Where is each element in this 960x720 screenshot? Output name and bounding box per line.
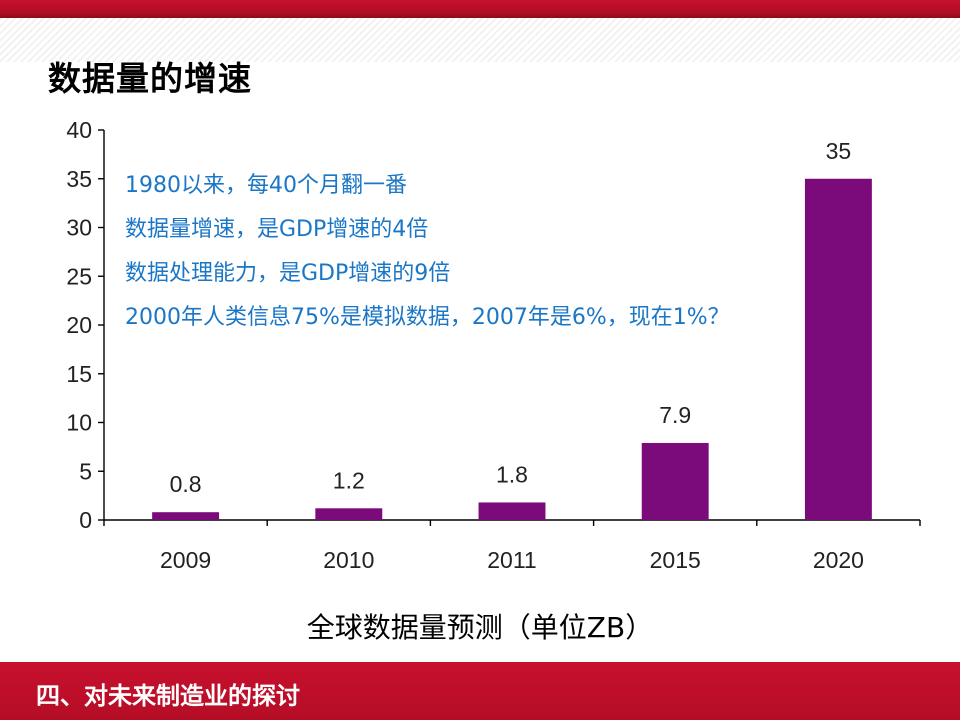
data-label: 1.2 xyxy=(333,467,365,493)
y-tick-label: 0 xyxy=(79,507,92,533)
data-label: 0.8 xyxy=(170,471,202,497)
data-label: 7.9 xyxy=(659,402,691,428)
header-band xyxy=(0,0,960,18)
bars xyxy=(152,178,872,520)
footer-band xyxy=(0,662,960,720)
annotation-line: 2000年人类信息75%是模拟数据，2007年是6%，现在1%？ xyxy=(125,305,730,330)
x-tick-label: 2020 xyxy=(813,547,864,573)
y-tick-label: 15 xyxy=(66,361,92,387)
x-tick-label: 2010 xyxy=(323,547,374,573)
slide-title: 数据量的增速 xyxy=(48,59,252,98)
y-tick-label: 40 xyxy=(66,117,92,143)
x-axis: 2009 2010 2011 2015 2020 xyxy=(103,519,921,573)
annotation-line: 1980以来，每40个月翻一番 xyxy=(125,173,407,198)
annotation-line: 数据处理能力，是GDP增速的9倍 xyxy=(125,261,451,286)
bar xyxy=(315,508,383,520)
data-label: 1.8 xyxy=(496,461,528,487)
y-tick-label: 5 xyxy=(79,458,92,484)
bar xyxy=(152,512,220,520)
annotation-line: 数据量增速，是GDP增速的4倍 xyxy=(125,217,429,242)
bar xyxy=(478,502,546,520)
bar-chart: 0 5 10 15 20 25 30 35 40 2009 2010 2011 2015 2020 0.… xyxy=(66,117,921,573)
decorative-stripes xyxy=(0,18,960,62)
x-tick-label: 2009 xyxy=(160,547,211,573)
data-label: 35 xyxy=(826,138,852,164)
data-labels: 0.8 1.2 1.8 7.9 35 xyxy=(170,138,852,497)
bar xyxy=(804,178,872,520)
bar xyxy=(641,442,709,520)
annotation-list: 1980以来，每40个月翻一番 数据量增速，是GDP增速的4倍 数据处理能力，是… xyxy=(125,164,730,340)
chart-caption: 全球数据量预测（单位ZB） xyxy=(306,611,654,644)
x-tick-label: 2015 xyxy=(650,547,701,573)
y-tick-label: 10 xyxy=(66,410,92,436)
y-tick-label: 20 xyxy=(66,312,92,338)
x-tick-label: 2011 xyxy=(487,547,536,573)
y-tick-label: 25 xyxy=(66,263,92,289)
y-tick-label: 35 xyxy=(66,166,92,192)
y-tick-label: 30 xyxy=(66,215,92,241)
y-axis: 0 5 10 15 20 25 30 35 40 xyxy=(66,117,105,533)
section-title: 四、对未来制造业的探讨 xyxy=(36,682,300,710)
